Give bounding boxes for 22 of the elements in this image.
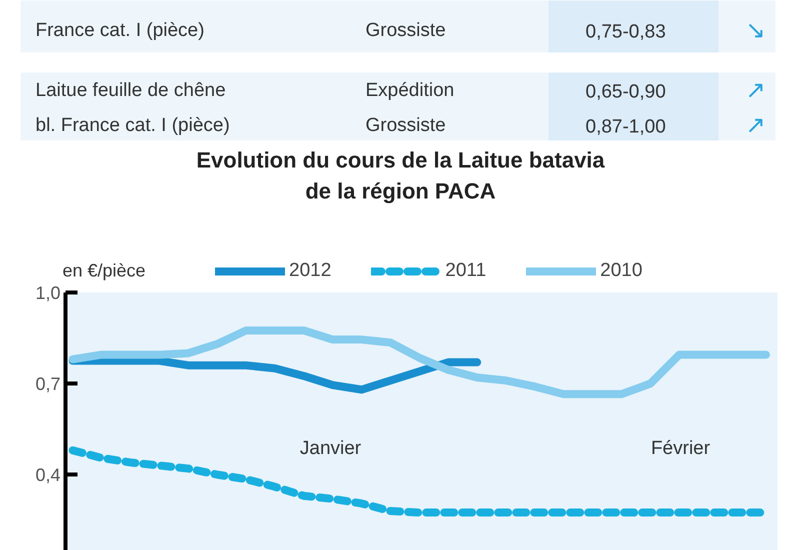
text: Grossiste	[366, 115, 446, 136]
annotation: Janvier	[300, 438, 362, 459]
y-tick-label: 0,4	[35, 465, 61, 486]
y-axis-title: en €/pièce	[62, 260, 146, 280]
text: bl. France cat. I (pièce)	[36, 115, 230, 136]
legend-label: 2010	[600, 260, 642, 282]
text: Grossiste	[366, 20, 446, 41]
text: 0,65-0,90	[586, 82, 666, 102]
text: Expédition	[366, 80, 454, 101]
chart-title: Evolution du cours de la Laitue batavia de la région PACA	[196, 147, 606, 204]
text: Laitue feuille de chêne	[36, 80, 226, 101]
legend-label: 2011	[445, 260, 486, 282]
legend-label: 2012	[289, 260, 332, 282]
text: France cat. I (pièce)	[36, 20, 204, 41]
text: ↗	[746, 112, 766, 139]
y-tick-label: 1,0	[35, 283, 61, 303]
y-tick-label: 0,7	[35, 374, 61, 394]
text: ↘	[746, 17, 766, 44]
annotation: Février	[650, 438, 711, 459]
text: 0,87-1,00	[586, 116, 666, 138]
text: ↗	[746, 77, 766, 104]
text: 0,75-0,83	[586, 22, 666, 42]
